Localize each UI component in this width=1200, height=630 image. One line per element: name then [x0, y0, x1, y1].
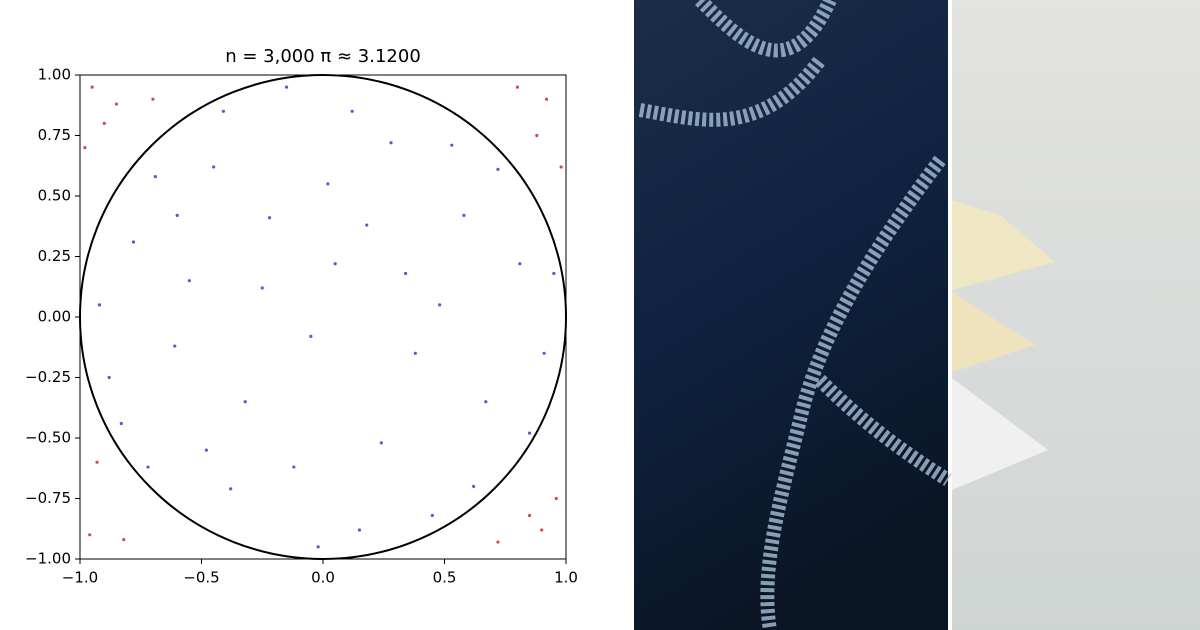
point: [175, 213, 179, 217]
point: [90, 85, 94, 89]
paper: [952, 292, 1035, 372]
point: [326, 182, 330, 186]
point: [97, 303, 102, 307]
point: [389, 141, 393, 145]
point: [316, 545, 320, 549]
point: [146, 465, 150, 469]
point: [484, 400, 488, 404]
point: [187, 279, 191, 283]
dna-photo: [634, 0, 948, 630]
point: [559, 165, 563, 169]
point: [173, 344, 177, 348]
point: [472, 484, 476, 488]
x-tick-label: −1.0: [62, 569, 98, 587]
point: [204, 448, 208, 452]
point: [357, 528, 362, 532]
point: [114, 102, 119, 106]
point: [365, 223, 369, 227]
point: [153, 175, 157, 179]
y-tick-label: 0.75: [38, 126, 71, 144]
point: [83, 146, 87, 150]
point: [554, 496, 558, 501]
x-tick-label: 0.0: [311, 569, 335, 587]
point: [284, 85, 289, 89]
point: [438, 303, 442, 307]
point: [515, 85, 520, 89]
point: [350, 109, 354, 113]
paper: [952, 200, 1055, 290]
point: [122, 538, 126, 542]
point: [243, 400, 247, 404]
point: [527, 513, 532, 518]
point: [535, 133, 539, 138]
point: [496, 167, 500, 171]
point: [292, 465, 296, 469]
x-tick-label: 1.0: [554, 569, 578, 587]
point: [496, 540, 500, 544]
point: [212, 165, 216, 169]
y-tick-label: −0.75: [25, 489, 71, 507]
point: [430, 513, 434, 518]
point: [462, 213, 466, 217]
desk-photo: [952, 0, 1200, 630]
paper: [952, 378, 1048, 490]
point: [540, 528, 544, 532]
point: [450, 143, 454, 147]
point: [88, 533, 92, 537]
y-tick-label: −0.25: [25, 368, 71, 386]
point: [267, 216, 272, 220]
y-tick-label: −0.50: [25, 429, 71, 447]
point: [107, 375, 111, 380]
plot-frame: [79, 74, 567, 560]
chart-title: n = 3,000 π ≈ 3.1200: [225, 46, 421, 67]
point: [309, 334, 313, 338]
point: [379, 441, 383, 445]
point: [260, 286, 264, 290]
point: [527, 431, 532, 435]
point: [221, 109, 225, 113]
point: [413, 351, 417, 355]
point: [552, 271, 556, 276]
x-tick-label: 0.5: [433, 569, 457, 587]
y-tick-label: −1.00: [25, 550, 71, 568]
point: [151, 97, 155, 101]
y-tick-label: 1.00: [38, 66, 71, 84]
point: [333, 262, 337, 266]
point: [95, 460, 99, 464]
point: [544, 97, 549, 101]
point: [131, 240, 136, 244]
point: [518, 262, 522, 266]
unit-circle: [79, 74, 567, 560]
point: [119, 421, 123, 426]
y-tick-label: 0.50: [38, 187, 71, 205]
x-tick-label: −0.5: [183, 569, 219, 587]
point: [542, 351, 546, 355]
y-tick-label: 0.25: [38, 247, 71, 265]
point: [229, 487, 233, 491]
y-tick-label: 0.00: [38, 308, 71, 326]
point: [102, 121, 106, 125]
point: [404, 271, 408, 276]
